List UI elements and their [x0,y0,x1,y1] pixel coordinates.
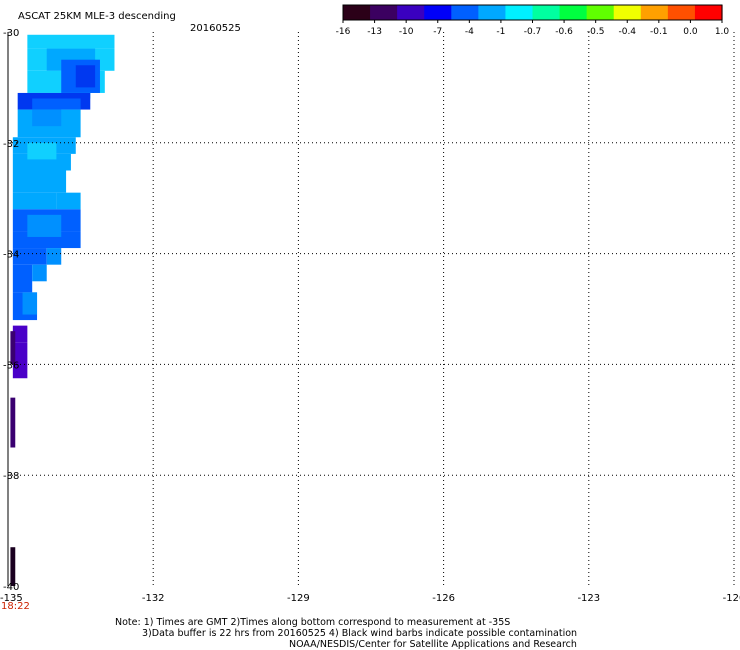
data-cell [46,248,62,265]
data-cell [27,34,115,49]
colorbar-label: -4 [465,27,474,37]
colorbar-label: -0.6 [555,27,573,37]
y-tick-label: -38 [3,471,19,482]
note-line-1: Note: 1) Times are GMT 2)Times along bot… [115,617,510,628]
data-cell [27,142,57,160]
colorbar: -16 -13 -10 -7 -4 -1 -0.7 -0.6 -0.5 -0.4 -0.1 0.0 1.… [336,4,730,37]
axes: -135 -132 -129 -126 -123 -120 -30 -32 -34 -36 -38 -… [0,28,740,604]
colorbar-label: -0.5 [587,27,605,37]
x-tick-label: -120 [723,593,740,604]
y-tick-label: -36 [3,360,19,371]
colorbar-segment [343,5,371,20]
data-cell [12,342,28,379]
data-cell [12,248,47,265]
colorbar-label: -0.7 [524,27,542,37]
colorbar-segment [586,5,615,20]
colorbar-segment [424,5,452,20]
colorbar-label: 1.0 [715,27,730,37]
colorbar-segment [559,5,588,20]
colorbar-label: -16 [336,27,351,37]
data-cell [32,109,62,127]
colorbar-segment [397,5,425,20]
data-cell [75,65,96,88]
note-line-2: 3)Data buffer is 22 hrs from 20160525 4)… [142,628,577,639]
data-cell [10,331,16,365]
data-cell [27,214,62,237]
y-tick-label: -40 [3,582,19,593]
colorbar-segment [613,5,642,20]
x-tick-label: -132 [142,593,165,604]
colorbar-label: 0.0 [683,27,698,37]
x-tick-label: -135 [0,593,23,604]
chart-title: ASCAT 25KM MLE-3 descending [18,11,176,22]
time-label: 18:22 [1,601,30,612]
colorbar-segment [505,5,534,20]
y-tick-label: -30 [3,28,19,39]
data-cell [56,192,81,210]
data-cell [10,397,16,448]
chart-date: 20160525 [190,23,241,34]
data-cell [12,325,28,343]
y-tick-label: -34 [3,250,19,261]
colorbar-segment [451,5,479,20]
colorbar-segment [532,5,561,20]
colorbar-segment [667,5,696,20]
x-tick-label: -126 [432,593,455,604]
data-cell [22,292,38,315]
data-cells [10,34,115,586]
data-cell [32,98,81,110]
colorbar-label: -1 [496,27,505,37]
note-line-3: NOAA/NESDIS/Center for Satellite Applica… [289,639,577,650]
colorbar-label: -7 [433,27,442,37]
grid-lines [8,32,735,586]
colorbar-segment [640,5,669,20]
colorbar-segment [478,5,507,20]
x-tick-label: -123 [577,593,600,604]
data-cell [12,192,57,210]
colorbar-label: -0.1 [650,27,668,37]
colorbar-label: -13 [367,27,382,37]
data-cell [10,547,16,586]
data-cell [12,170,67,193]
colorbar-label: -10 [399,27,414,37]
colorbar-label: -0.4 [618,27,636,37]
colorbar-segment [694,5,723,20]
x-tick-label: -129 [287,593,310,604]
data-cell [32,264,47,282]
y-tick-label: -32 [3,139,19,150]
data-cell [12,264,33,293]
colorbar-segment [370,5,398,20]
